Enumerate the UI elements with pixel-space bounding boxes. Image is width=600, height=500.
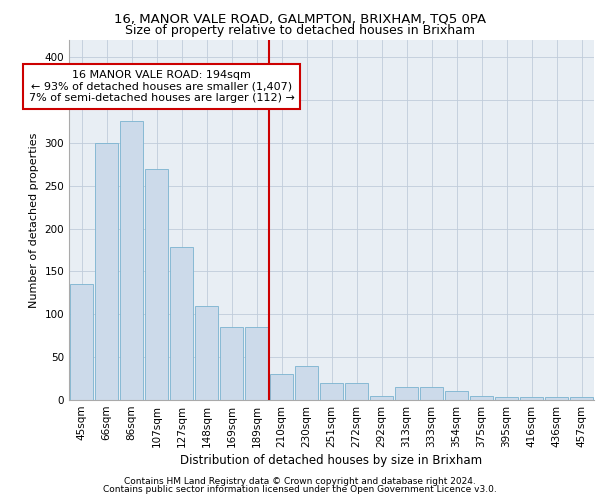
Bar bbox=[445, 392, 469, 400]
Bar bbox=[344, 383, 368, 400]
Bar bbox=[470, 396, 493, 400]
Bar bbox=[370, 396, 394, 400]
Text: Contains public sector information licensed under the Open Government Licence v3: Contains public sector information licen… bbox=[103, 484, 497, 494]
Bar bbox=[194, 306, 218, 400]
Bar bbox=[295, 366, 319, 400]
Bar bbox=[95, 143, 118, 400]
Bar bbox=[419, 387, 443, 400]
Text: 16, MANOR VALE ROAD, GALMPTON, BRIXHAM, TQ5 0PA: 16, MANOR VALE ROAD, GALMPTON, BRIXHAM, … bbox=[114, 12, 486, 26]
Y-axis label: Number of detached properties: Number of detached properties bbox=[29, 132, 39, 308]
Bar bbox=[145, 168, 169, 400]
Bar bbox=[569, 398, 593, 400]
Bar bbox=[170, 248, 193, 400]
Bar bbox=[494, 398, 518, 400]
Bar bbox=[245, 327, 268, 400]
Bar bbox=[545, 398, 568, 400]
Text: Size of property relative to detached houses in Brixham: Size of property relative to detached ho… bbox=[125, 24, 475, 37]
Text: 16 MANOR VALE ROAD: 194sqm
← 93% of detached houses are smaller (1,407)
7% of se: 16 MANOR VALE ROAD: 194sqm ← 93% of deta… bbox=[29, 70, 295, 103]
Bar bbox=[70, 284, 94, 400]
Bar bbox=[119, 122, 143, 400]
Bar bbox=[520, 398, 544, 400]
Bar bbox=[220, 327, 244, 400]
Bar bbox=[269, 374, 293, 400]
Bar bbox=[395, 387, 418, 400]
X-axis label: Distribution of detached houses by size in Brixham: Distribution of detached houses by size … bbox=[181, 454, 482, 467]
Text: Contains HM Land Registry data © Crown copyright and database right 2024.: Contains HM Land Registry data © Crown c… bbox=[124, 477, 476, 486]
Bar bbox=[320, 383, 343, 400]
